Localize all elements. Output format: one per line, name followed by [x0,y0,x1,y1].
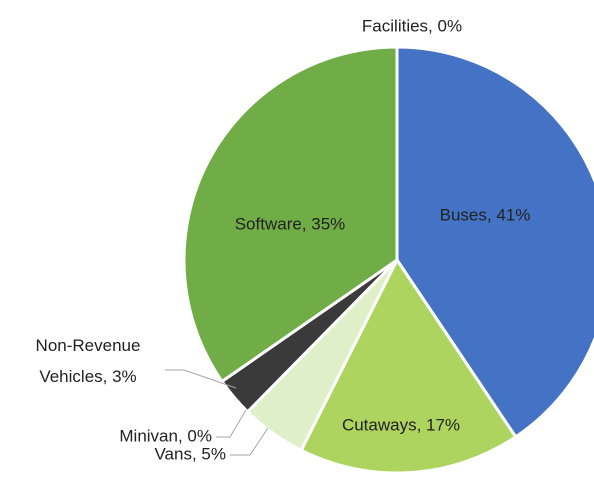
pie-slice [182,45,399,383]
leader-line [165,369,237,389]
data-label: Minivan, 0% [119,426,212,445]
data-label-line: Vehicles, 3% [39,367,136,386]
data-label-line: Non-Revenue [36,336,141,355]
pie-slice [299,258,518,475]
data-label: Cutaways, 17% [342,415,460,434]
data-label: Non-Revenue Vehicles, 3% [36,336,141,386]
leader-line [216,409,247,438]
data-label: Vans, 5% [154,444,226,463]
pie-slice [395,45,594,439]
data-label: Facilities, 0% [362,16,462,35]
leader-line [230,427,269,456]
data-label: Software, 35% [235,214,346,233]
data-label: Buses, 41% [440,205,531,224]
